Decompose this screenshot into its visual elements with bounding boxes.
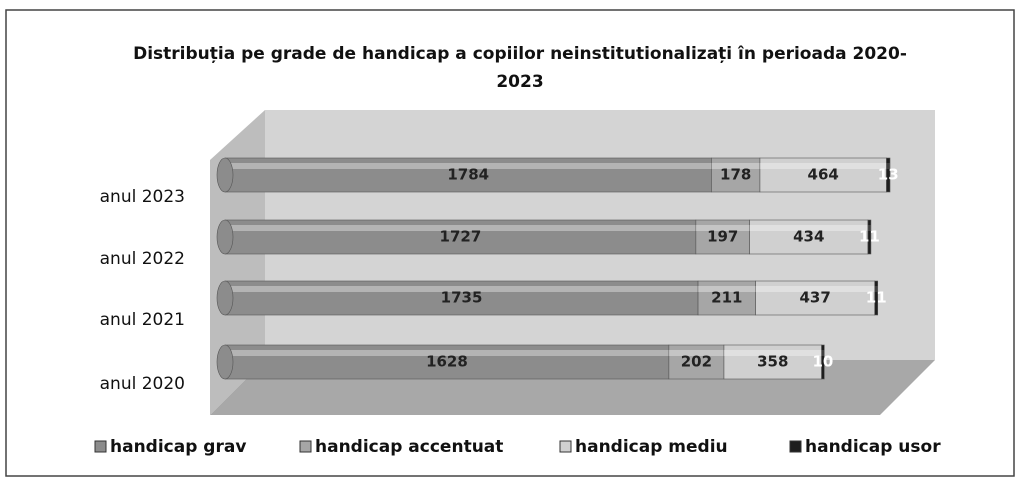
bar-highlight	[886, 163, 890, 169]
data-label: 1628	[426, 353, 468, 371]
data-label: 202	[681, 353, 712, 371]
legend-swatch	[299, 440, 312, 453]
bar-highlight	[225, 350, 669, 356]
bar-segment	[874, 280, 879, 316]
category-label: anul 2021	[100, 310, 185, 330]
bar-segment	[723, 344, 822, 380]
bar-segment	[755, 280, 876, 316]
bar-end	[216, 219, 234, 255]
data-label: 358	[757, 353, 788, 371]
bar-highlight	[225, 286, 699, 292]
bar-segment	[759, 157, 887, 193]
bar-highlight	[821, 350, 825, 356]
bar-end	[216, 344, 234, 380]
category-label: anul 2022	[100, 249, 185, 269]
bar-segment	[224, 157, 712, 193]
bar-end	[216, 280, 234, 316]
bar-highlight	[698, 286, 756, 292]
bar-highlight	[755, 286, 875, 292]
bar-segment	[224, 280, 699, 316]
bar-segment	[821, 344, 825, 380]
bar-highlight	[867, 225, 871, 231]
legend-swatch	[94, 440, 107, 453]
data-label: 11	[859, 228, 880, 246]
bar-highlight	[749, 225, 868, 231]
data-label: 211	[711, 289, 742, 307]
data-label: 1784	[447, 166, 489, 184]
legend-swatch	[559, 440, 572, 453]
legend-swatch	[789, 440, 802, 453]
data-label: 10	[812, 353, 833, 371]
category-label: anul 2023	[100, 187, 185, 207]
data-label: 1735	[441, 289, 483, 307]
bar-segment	[711, 157, 761, 193]
bar-segment	[886, 157, 891, 193]
data-label: 11	[866, 289, 887, 307]
bar-end	[216, 157, 234, 193]
data-label: 437	[800, 289, 831, 307]
bar-highlight	[695, 225, 750, 231]
legend-label: handicap accentuat	[315, 437, 503, 457]
bar-highlight	[225, 163, 712, 169]
bar-segment	[697, 280, 756, 316]
data-label: 197	[707, 228, 738, 246]
category-label: anul 2020	[100, 374, 185, 394]
bar-highlight	[668, 350, 724, 356]
legend-label: handicap usor	[805, 437, 941, 457]
data-label: 13	[878, 166, 899, 184]
bar-highlight	[874, 286, 878, 292]
bar-highlight	[723, 350, 822, 356]
chart-title: Distribuția pe grade de handicap a copii…	[133, 44, 907, 92]
bar-segment	[224, 219, 697, 255]
bar-highlight	[759, 163, 887, 169]
data-label: 178	[720, 166, 751, 184]
data-label: 434	[793, 228, 824, 246]
bar-segment	[224, 344, 670, 380]
bar-segment	[749, 219, 869, 255]
data-label: 464	[808, 166, 839, 184]
legend-label: handicap grav	[110, 437, 246, 457]
bar-segment	[867, 219, 872, 255]
bar-highlight	[225, 225, 696, 231]
bar-highlight	[711, 163, 760, 169]
bar-segment	[695, 219, 750, 255]
data-label: 1727	[440, 228, 482, 246]
legend-label: handicap mediu	[575, 437, 728, 457]
